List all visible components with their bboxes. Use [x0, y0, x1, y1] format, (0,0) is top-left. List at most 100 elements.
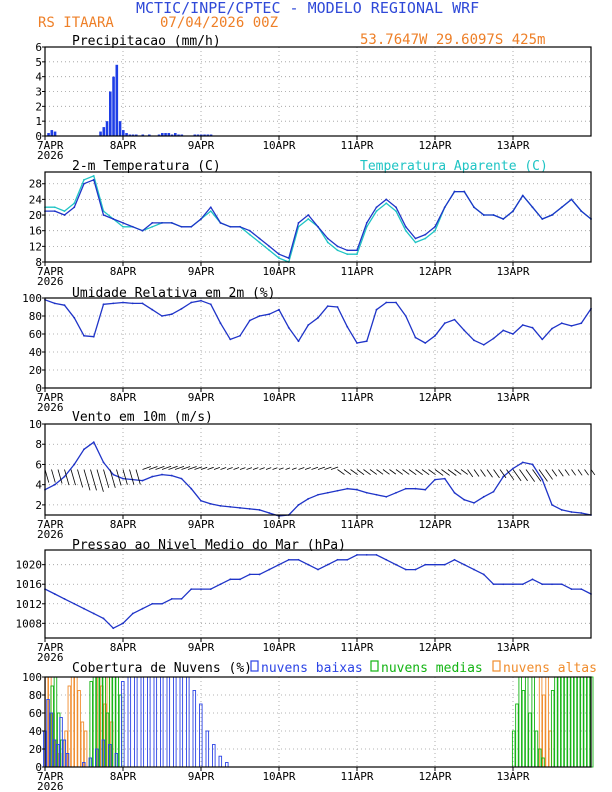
humidity-point: [63, 304, 66, 307]
y-tick-label: 8: [35, 438, 42, 451]
x-tick-label: 9APR: [188, 265, 215, 278]
wind-barb: [226, 467, 233, 470]
wind-speed-point: [560, 509, 563, 511]
wind-speed-point: [190, 487, 193, 490]
precip-bar: [203, 134, 206, 136]
wind-barb: [545, 469, 553, 480]
temperature-point: [258, 237, 261, 240]
x-tick-label: 12APR: [418, 518, 451, 531]
y-tick-label: 2: [35, 499, 42, 512]
wind-barb: [382, 469, 390, 475]
wind-barb: [220, 467, 227, 470]
wind-speed-point: [200, 499, 202, 502]
humidity-point: [521, 324, 524, 326]
precip-bar: [180, 134, 184, 136]
wind-barb: [200, 466, 208, 470]
x-tick-label: 12APR: [418, 770, 451, 783]
wind-barb: [246, 467, 253, 470]
temperature-point: [404, 225, 407, 228]
pressure-point: [424, 563, 427, 566]
wind-barb: [532, 469, 542, 482]
pressure-point: [248, 573, 251, 576]
y-tick-label: 40: [29, 725, 42, 738]
precip-bar: [141, 134, 145, 136]
wind-barb: [343, 469, 352, 475]
precip-bar: [131, 134, 135, 136]
pressure-point: [453, 558, 456, 561]
temperature-point: [131, 225, 134, 228]
apparent-temp-point: [414, 241, 417, 244]
wind-barb: [415, 469, 423, 476]
wind-barb: [460, 469, 469, 475]
x-tick-label: 13APR: [496, 265, 529, 278]
y-tick-label: 60: [29, 328, 42, 341]
x-tick-label: 13APR: [496, 139, 529, 152]
precip-bar: [112, 76, 115, 136]
data-layer: [43, 64, 596, 768]
temperature-point: [541, 218, 544, 220]
x-tick-label: 13APR: [496, 391, 529, 404]
temperature-point: [278, 253, 280, 256]
precip-bar: [193, 134, 197, 136]
pressure-point: [161, 602, 163, 605]
pressure-point: [375, 553, 378, 556]
humidity-point: [112, 302, 115, 305]
humidity-point: [297, 340, 300, 343]
wind-barb: [116, 469, 122, 486]
humidity-point: [170, 313, 173, 316]
temperature-point: [229, 225, 232, 228]
wind-speed-point: [580, 512, 583, 514]
temperature-point: [570, 198, 573, 201]
wind-barb: [389, 469, 397, 475]
pressure-point: [200, 588, 202, 591]
temperature-point: [268, 245, 271, 248]
wind-speed-point: [317, 493, 319, 496]
wind-speed-point: [385, 495, 388, 498]
pressure-point: [268, 568, 271, 571]
humidity-point: [258, 315, 261, 317]
x-tick-label: 12APR: [418, 139, 451, 152]
temperature-point: [346, 249, 349, 252]
wind-barb: [207, 466, 214, 470]
wind-barb: [57, 469, 63, 484]
y-tick-label: 20: [29, 364, 42, 377]
temperature-point: [551, 214, 553, 216]
wind-speed-point: [512, 467, 514, 470]
x-year-label: 2026: [37, 149, 64, 162]
humidity-point: [385, 301, 388, 304]
wind-speed-point: [151, 475, 154, 478]
wind-speed-point: [502, 475, 505, 478]
wind-speed-point: [268, 512, 271, 514]
wind-speed-point: [531, 463, 534, 466]
wind-barb: [395, 469, 404, 475]
wind-speed-point: [521, 461, 524, 464]
wind-barb: [356, 469, 365, 475]
pressure-point: [63, 597, 66, 600]
legend-low-swatch: [250, 660, 259, 672]
pressure-point: [258, 573, 261, 576]
pressure-point: [73, 602, 76, 605]
y-tick-label: 60: [29, 707, 42, 720]
x-tick-label: 7APR: [37, 139, 64, 152]
humidity-point: [502, 329, 505, 332]
wind-speed-point: [356, 488, 358, 491]
apparent-temp-point: [92, 175, 95, 177]
panel-frame: [44, 171, 592, 263]
wind-barb: [369, 469, 378, 475]
pressure-point: [443, 563, 446, 566]
wind-speed-point: [414, 487, 417, 490]
temperature-point: [463, 190, 466, 193]
y-tick-label: 0: [35, 382, 42, 395]
legend-mid-label: nuvens medias: [381, 661, 483, 676]
temperature-point: [375, 206, 378, 209]
wind-speed-point: [73, 463, 76, 466]
y-tick-label: 6: [35, 41, 42, 54]
temperature-point: [356, 249, 358, 252]
x-tick-label: 11APR: [340, 391, 373, 404]
humidity-point: [356, 342, 358, 344]
temperature-point: [112, 218, 115, 220]
wind-barb: [454, 469, 462, 475]
x-tick-label: 9APR: [188, 641, 215, 654]
x-tick-label: 7APR: [37, 641, 64, 654]
wind-speed-point: [122, 477, 124, 480]
